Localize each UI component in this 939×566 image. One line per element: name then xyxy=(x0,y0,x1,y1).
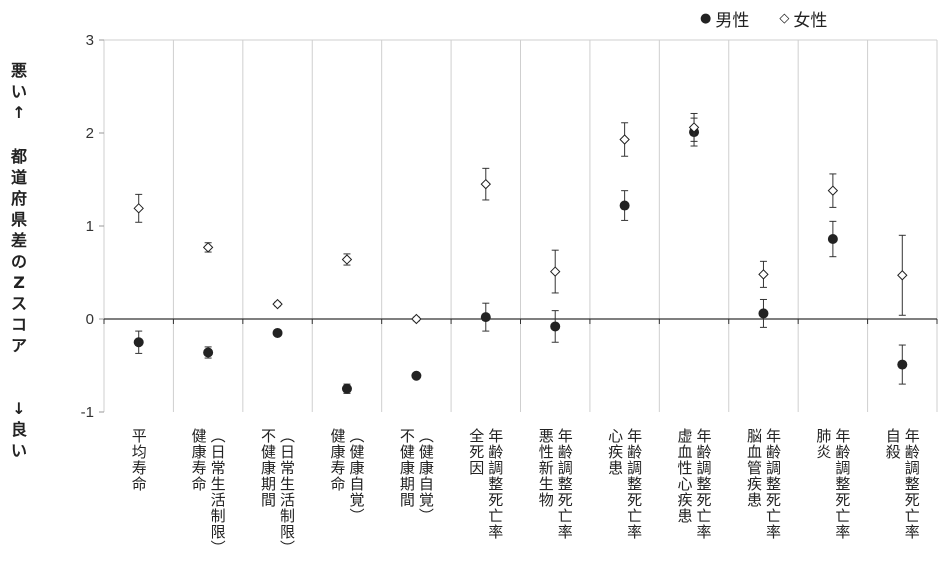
y-tick-label: 1 xyxy=(86,218,94,235)
point-female xyxy=(688,122,700,133)
category-label: 年齢調整死亡率 xyxy=(625,428,643,540)
point-male xyxy=(619,200,630,211)
y-label-char: コ xyxy=(10,315,27,334)
category-label: 年齢調整死亡率 xyxy=(695,428,713,540)
category-label: （健康自覚） xyxy=(347,428,365,524)
point-female xyxy=(272,298,283,310)
point-male xyxy=(203,347,214,358)
point-female xyxy=(897,270,908,281)
legend-item-female: ◇ 女性 xyxy=(779,6,827,31)
point-male xyxy=(758,308,769,319)
point-male xyxy=(480,312,491,323)
category-label: 自殺 xyxy=(884,428,902,460)
category-label: 平均寿命 xyxy=(130,428,148,492)
legend-male-label: 男性 xyxy=(715,11,750,31)
y-label-char: ス xyxy=(10,294,27,313)
point-female xyxy=(619,134,630,145)
y-label-char: ↓ xyxy=(12,399,26,418)
point-female xyxy=(758,269,769,280)
y-label-char: ア xyxy=(10,336,27,355)
y-label-char: 都 xyxy=(10,147,27,166)
point-female xyxy=(202,242,214,253)
y-label-bottom: ↓ 良い xyxy=(8,398,30,461)
y-label-char: 県 xyxy=(10,210,27,229)
point-female xyxy=(550,266,561,277)
legend-female-label: 女性 xyxy=(793,11,828,31)
point-female xyxy=(480,178,491,190)
y-label-char: 悪 xyxy=(10,61,27,80)
category-label: （健康自覚） xyxy=(417,428,435,524)
category-label: 健康寿命 xyxy=(190,428,208,492)
y-label-char: 道 xyxy=(10,168,27,187)
point-male xyxy=(272,327,283,338)
point-female xyxy=(341,254,353,265)
point-male xyxy=(897,359,908,370)
category-label: 年齢調整死亡率 xyxy=(833,428,851,540)
category-label: 年齢調整死亡率 xyxy=(764,428,782,540)
y-label-char: い xyxy=(10,441,27,460)
category-label: 不健康期間 xyxy=(259,428,277,508)
point-male xyxy=(411,370,422,381)
y-tick-label: 2 xyxy=(86,125,94,142)
category-label: 脳血管疾患 xyxy=(745,428,763,508)
category-label: 肺炎 xyxy=(814,428,832,460)
category-label: 年齢調整死亡率 xyxy=(556,428,574,540)
y-label-char: Z xyxy=(13,273,25,292)
point-male xyxy=(550,321,561,332)
point-female xyxy=(411,313,422,325)
legend-female-marker: ◇ xyxy=(779,11,790,26)
point-female xyxy=(133,203,144,214)
legend-item-male: ● 男性 xyxy=(700,6,749,31)
category-label: 健康寿命 xyxy=(328,428,346,492)
legend: ● 男性 ◇ 女性 xyxy=(700,6,827,31)
y-label-char: の xyxy=(10,252,27,271)
y-label-top: 悪い ↑ xyxy=(8,60,30,123)
y-label-char: 良 xyxy=(10,420,27,439)
category-label: 虚血性心疾患 xyxy=(676,428,694,524)
point-male xyxy=(827,234,838,245)
category-label: 心疾患 xyxy=(606,428,624,476)
category-label: （日常生活制限） xyxy=(209,428,227,556)
y-label-char: 差 xyxy=(10,231,27,250)
y-tick-label: -1 xyxy=(81,404,94,421)
category-label: （日常生活制限） xyxy=(278,428,296,556)
point-male xyxy=(133,337,144,348)
y-label-char: ↑ xyxy=(12,103,26,122)
y-tick-label: 0 xyxy=(86,311,94,328)
category-label: 不健康期間 xyxy=(398,428,416,508)
category-label: 全死因 xyxy=(467,427,485,476)
legend-male-marker: ● xyxy=(700,11,712,26)
category-label: 悪性新生物 xyxy=(537,428,555,508)
point-female xyxy=(827,185,839,196)
y-tick-label: 3 xyxy=(86,32,94,49)
category-label: 年齢調整死亡率 xyxy=(903,428,921,540)
point-male xyxy=(341,383,352,394)
y-label-char: い xyxy=(10,82,27,101)
category-label: 年齢調整死亡率 xyxy=(486,428,504,540)
y-label-char: 府 xyxy=(10,189,27,208)
